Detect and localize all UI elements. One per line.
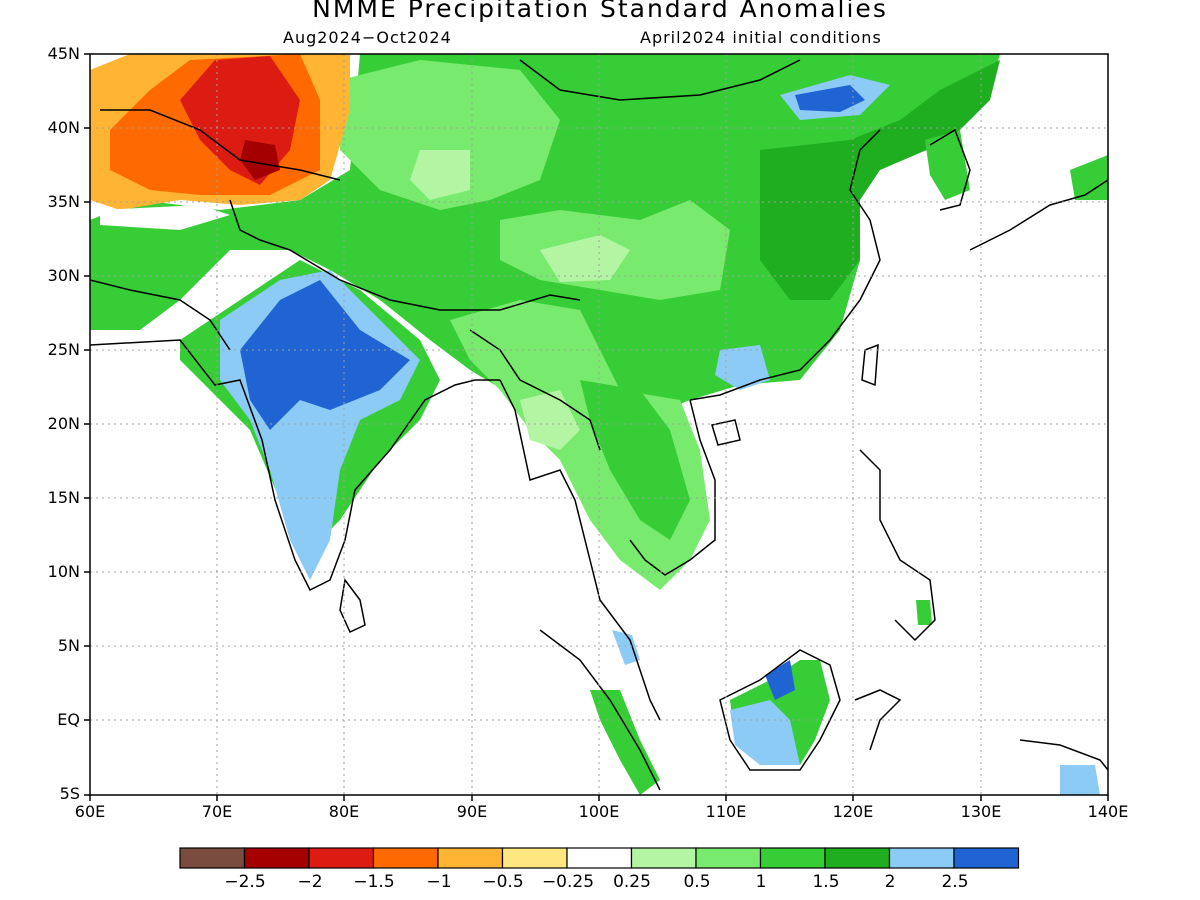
colorbar-label: 0.25 bbox=[613, 872, 651, 892]
coastline-india bbox=[90, 339, 500, 592]
colorbar-label: −1.5 bbox=[353, 872, 395, 892]
region-light-green-1 bbox=[340, 60, 560, 210]
coastline-sulawesi bbox=[854, 689, 902, 751]
colorbar-label: 0.5 bbox=[683, 872, 711, 892]
coastline-japan bbox=[969, 179, 1108, 251]
coastline-newguinea bbox=[1019, 739, 1108, 771]
region-white-strip bbox=[100, 205, 230, 230]
lon-label: 110E bbox=[705, 802, 747, 821]
lon-label: 90E bbox=[456, 802, 488, 821]
colorbar-swatch bbox=[372, 847, 439, 869]
coastline-vietnam bbox=[629, 399, 716, 576]
region-malay-green bbox=[590, 690, 660, 795]
anomaly-field bbox=[90, 54, 1108, 795]
region-indochina-pale bbox=[520, 390, 580, 450]
colorbar-label: 1.5 bbox=[812, 872, 840, 892]
lat-label: EQ bbox=[57, 710, 80, 729]
colorbar-label: 2.5 bbox=[941, 872, 969, 892]
region-malay-blue bbox=[612, 630, 640, 665]
colorbar-label: 1 bbox=[755, 872, 767, 892]
lat-label: 25N bbox=[47, 340, 80, 359]
map-title: NMME Precipitation Standard Anomalies bbox=[312, 0, 888, 23]
region-south-china-blue bbox=[715, 345, 770, 390]
region-light-green-4 bbox=[410, 150, 470, 200]
lon-label: 130E bbox=[960, 802, 1002, 821]
coastline-philippines bbox=[859, 449, 936, 642]
border-burma bbox=[469, 329, 601, 451]
lat-label: 5N bbox=[57, 636, 80, 655]
colorbar-swatch bbox=[437, 847, 504, 869]
axis-ticks bbox=[84, 53, 1109, 801]
border-himalaya bbox=[289, 249, 581, 311]
region-philippines-green bbox=[916, 600, 932, 625]
lat-label: 45N bbox=[47, 44, 80, 63]
colorbar-swatch bbox=[888, 847, 955, 869]
lat-label: 40N bbox=[47, 118, 80, 137]
lat-label: 15N bbox=[47, 488, 80, 507]
lat-label: 10N bbox=[47, 562, 80, 581]
coastline-srilanka bbox=[339, 578, 366, 633]
colorbar-swatch bbox=[308, 847, 375, 869]
colorbar-swatch bbox=[953, 847, 1020, 869]
region-central-asia-darkred bbox=[240, 140, 280, 180]
colorbar bbox=[179, 847, 1020, 869]
coastline-sumatra bbox=[539, 629, 661, 791]
colorbar-swatch bbox=[566, 847, 633, 869]
coastline-korea bbox=[929, 128, 971, 211]
lat-label: 20N bbox=[47, 414, 80, 433]
region-korea-green bbox=[925, 130, 970, 200]
border-china-west bbox=[229, 199, 291, 251]
lon-label: 120E bbox=[832, 802, 874, 821]
colorbar-swatch bbox=[824, 847, 891, 869]
colorbar-swatch bbox=[501, 847, 568, 869]
lon-label: 140E bbox=[1087, 802, 1129, 821]
colorbar-swatch bbox=[695, 847, 762, 869]
coastlines bbox=[90, 59, 1108, 791]
lon-label: 60E bbox=[74, 802, 106, 821]
colorbar-label: −0.25 bbox=[541, 872, 595, 892]
region-indochina-green bbox=[580, 380, 690, 540]
region-japan-green bbox=[1070, 155, 1108, 200]
lat-label: 30N bbox=[47, 266, 80, 285]
coastline-indochina bbox=[499, 379, 661, 721]
coastline-china bbox=[689, 129, 881, 401]
initial-conditions: April2024 initial conditions bbox=[640, 28, 882, 47]
colorbar-label: −2.5 bbox=[224, 872, 266, 892]
border-mongolia bbox=[519, 59, 801, 101]
region-india-dark-blue bbox=[240, 280, 410, 430]
lon-label: 80E bbox=[328, 802, 360, 821]
colorbar-label: −1 bbox=[426, 872, 452, 892]
lat-label: 5S bbox=[59, 784, 80, 803]
colorbar-label: −0.5 bbox=[482, 872, 524, 892]
coastline-hainan bbox=[711, 419, 741, 446]
region-newguinea-blue bbox=[1060, 765, 1100, 795]
border-kazakh bbox=[100, 109, 341, 181]
colorbar-swatch bbox=[179, 847, 246, 869]
lat-label: 35N bbox=[47, 192, 80, 211]
region-borneo-darkblue bbox=[765, 660, 795, 700]
grid-lines bbox=[90, 54, 1108, 795]
colorbar-label: 2 bbox=[884, 872, 896, 892]
colorbar-label: −2 bbox=[297, 872, 323, 892]
colorbar-swatch bbox=[243, 847, 310, 869]
region-borneo-blue bbox=[730, 700, 800, 765]
region-dark-blue-north bbox=[795, 85, 865, 112]
region-light-green-3 bbox=[540, 235, 630, 282]
colorbar-swatch bbox=[759, 847, 826, 869]
coastline-taiwan bbox=[861, 343, 879, 387]
lon-label: 70E bbox=[201, 802, 233, 821]
lon-label: 100E bbox=[578, 802, 620, 821]
region-east-china bbox=[760, 60, 1000, 300]
colorbar-swatch bbox=[630, 847, 697, 869]
forecast-period: Aug2024−Oct2024 bbox=[283, 28, 452, 47]
